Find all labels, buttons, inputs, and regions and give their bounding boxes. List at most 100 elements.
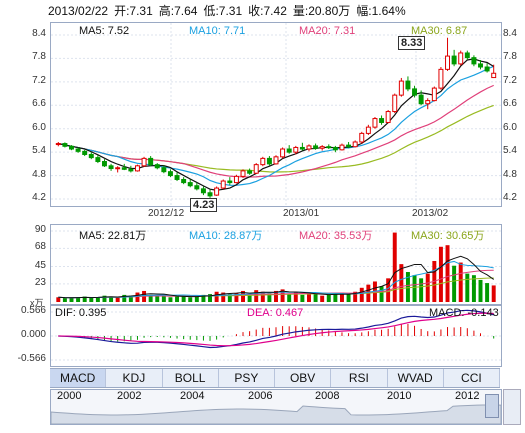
candle-body: [484, 66, 490, 72]
x-label-jan: 2013/01: [283, 208, 320, 219]
volume-bar: [346, 294, 351, 302]
candle-body: [161, 167, 167, 173]
navigator-area: [51, 404, 501, 424]
candle-body: [379, 118, 385, 123]
candle-body: [398, 80, 404, 96]
candle-body: [339, 144, 345, 151]
vol-ma30-label: MA30: 30.65万: [411, 230, 485, 242]
candle-body: [306, 145, 312, 150]
kline-right-tick: 8.4: [503, 28, 517, 39]
tab-kdj[interactable]: KDJ: [106, 369, 163, 387]
candle-body: [332, 146, 338, 151]
kline-right-tick: 4.8: [503, 168, 517, 180]
kline-panel[interactable]: MA5: 7.52 MA10: 7.71 MA20: 7.31 MA30: 6.…: [50, 22, 502, 207]
candle-body: [346, 144, 352, 148]
quote-close: 收:7.42: [248, 4, 287, 18]
volume-bar: [181, 296, 186, 302]
volume-bar: [188, 297, 193, 302]
volume-bar: [399, 264, 404, 302]
candle-body: [293, 146, 299, 153]
x-label-dec: 2012/12: [148, 208, 185, 219]
time-navigator[interactable]: 2000 2002 2004 2006 2008 2010 2012: [50, 389, 502, 425]
tab-boll[interactable]: BOLL: [163, 369, 219, 387]
tab-obv[interactable]: OBV: [275, 369, 332, 387]
volume-bar: [445, 245, 450, 302]
volume-bar: [405, 272, 410, 302]
kline-left-tick: 6.0: [32, 121, 46, 133]
kline-ma20-label: MA20: 7.31: [299, 25, 356, 37]
macd-dif-label: DIF: 0.395: [55, 307, 107, 319]
kline-right-tick: 4.2: [503, 192, 517, 203]
volume-bar: [76, 297, 81, 302]
macd-tick: 0.566: [20, 305, 46, 316]
candle-body: [69, 145, 74, 150]
volume-bar: [458, 262, 463, 302]
kline-right-tick: 7.2: [503, 74, 517, 86]
candle-body: [365, 126, 371, 134]
kline-ma10-label: MA10: 7.71: [189, 25, 246, 37]
volume-bar: [201, 294, 206, 302]
volume-bar: [208, 294, 213, 302]
volume-bar: [69, 298, 74, 302]
volume-bar: [135, 292, 140, 302]
candle-body: [425, 100, 431, 105]
macd-panel[interactable]: DIF: 0.395 DEA: 0.467 MACD: -0.143: [50, 305, 502, 367]
candle-body: [491, 72, 497, 79]
candle-body: [227, 180, 233, 184]
macd-value-label: MACD: -0.143: [429, 307, 499, 319]
kline-left-tick: 4.8: [32, 168, 46, 180]
candle-body: [148, 157, 154, 166]
candle-body: [299, 146, 305, 150]
candle-body: [167, 171, 173, 177]
tab-cci[interactable]: CCI: [444, 369, 500, 387]
candle-body: [214, 187, 220, 196]
volume-bar: [194, 296, 199, 302]
candle-body: [286, 148, 292, 153]
volume-panel[interactable]: MA5: 22.81万 MA10: 28.87万 MA20: 35.53万 MA…: [50, 224, 502, 305]
volume-bar: [247, 294, 252, 302]
volume-bar: [267, 293, 272, 302]
candle-body: [431, 87, 437, 102]
kline-left-tick: 7.2: [32, 74, 46, 86]
volume-bar: [115, 297, 120, 302]
volume-unit: x万: [30, 298, 44, 308]
volume-tick: 90: [34, 224, 46, 235]
kline-right-tick: 7.8: [503, 51, 517, 63]
candle-body: [247, 170, 253, 174]
volume-bar: [214, 291, 219, 302]
volume-bar: [274, 290, 278, 302]
navigator-scroll-right[interactable]: [503, 389, 521, 425]
kline-right-tick: 5.4: [503, 145, 517, 157]
navigator-handle[interactable]: [485, 394, 499, 418]
tab-wvad[interactable]: WVAD: [388, 369, 444, 387]
kline-left-tick: 4.2: [32, 192, 46, 203]
volume-bar: [465, 273, 470, 302]
candle-body: [280, 148, 286, 158]
macd-tick: -0.566: [17, 353, 46, 364]
tab-macd[interactable]: MACD: [50, 369, 107, 387]
kline-left-tick: 5.4: [32, 145, 46, 157]
volume-bar: [412, 275, 417, 302]
quote-high: 高:7.64: [158, 4, 198, 18]
quote-volume: 量:20.80万: [292, 4, 351, 18]
volume-ma5-line: [58, 255, 494, 299]
candle-body: [313, 145, 319, 149]
volume-bar: [300, 294, 305, 302]
candle-body: [187, 182, 193, 187]
candle-body: [326, 146, 332, 149]
volume-tick: 23: [34, 276, 46, 288]
volume-bar: [155, 295, 160, 302]
tab-rsi[interactable]: RSI: [331, 369, 388, 387]
volume-bar: [161, 296, 166, 302]
quote-open: 开:7.31: [114, 4, 153, 18]
volume-bar: [241, 290, 245, 302]
candle-body: [266, 157, 272, 165]
tab-psy[interactable]: PSY: [219, 369, 275, 387]
candle-body: [75, 148, 81, 152]
volume-bar: [280, 289, 285, 302]
candle-body: [392, 94, 398, 113]
volume-bar: [452, 265, 457, 302]
volume-bar: [478, 279, 483, 302]
navigator-overview: [51, 404, 501, 424]
year-2010: 2010: [387, 390, 412, 402]
